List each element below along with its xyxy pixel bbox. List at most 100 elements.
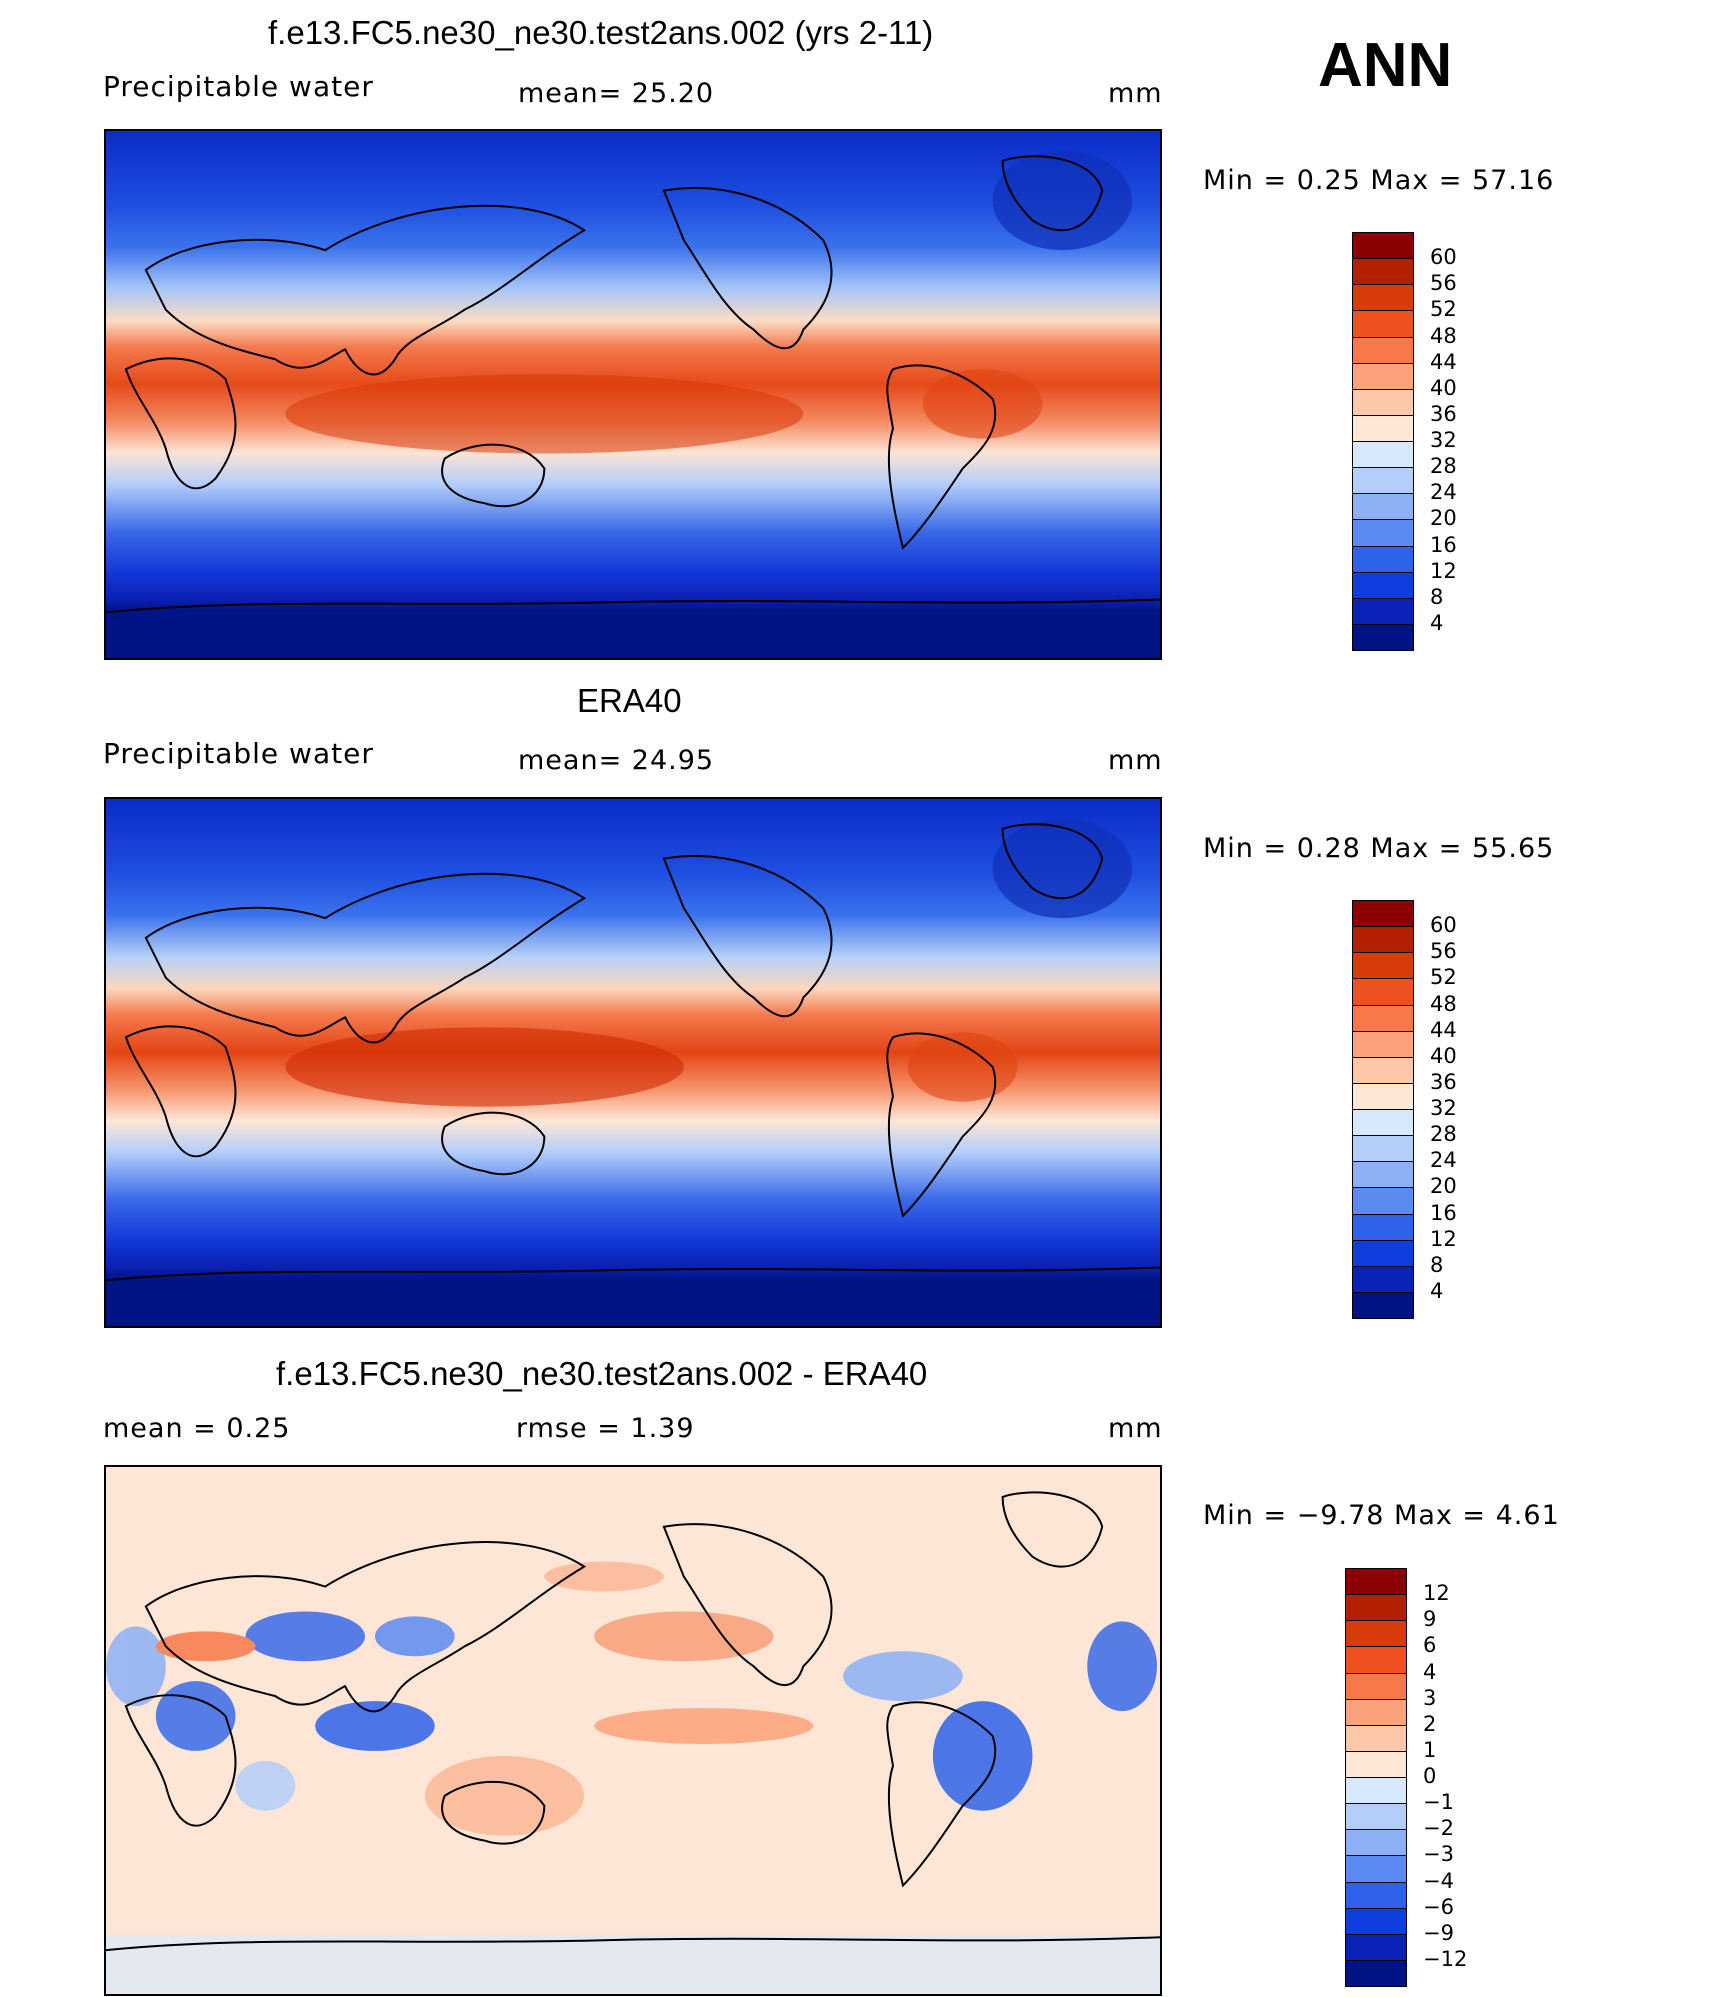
colorbar-segment [1352, 467, 1414, 495]
panel-obs-colorbar: 60 56 52 48 44 40 36 32 28 24 20 16 12 8 4 [1352, 900, 1457, 1319]
colorbar-segment [1345, 1959, 1407, 1987]
panel-obs-minmax: Min = 0.28 Max = 55.65 [1203, 833, 1555, 864]
panel-model-mean: mean= 25.20 [518, 78, 715, 109]
colorbar-segment [1352, 1239, 1414, 1267]
colorbar-segment [1345, 1646, 1407, 1674]
amazon-moist [922, 369, 1043, 439]
colorbar-tick-label: 52 [1430, 297, 1457, 322]
coastlines [106, 155, 1160, 614]
colorbar-tick-label: 8 [1430, 584, 1444, 609]
colorbar-tick-label: 2 [1423, 1711, 1437, 1736]
colorbar-tick-label: −4 [1423, 1868, 1454, 1893]
colorbar-segment [1345, 1568, 1407, 1596]
panel-obs-title: ERA40 [577, 682, 682, 719]
colorbar-segment [1352, 900, 1414, 928]
greenland-dry [992, 150, 1133, 251]
colorbar-tick-label: 60 [1430, 245, 1457, 270]
colorbar-segment [1352, 336, 1414, 364]
colorbar-tick-label: 4 [1423, 1659, 1437, 1684]
colorbar-segment [1345, 1620, 1407, 1648]
panel-diff-rmse: rmse = 1.39 [516, 1413, 695, 1444]
colorbar-tick-label: 12 [1423, 1581, 1450, 1606]
colorbar-tick-label: 4 [1430, 1278, 1444, 1303]
season-label: ANN [1318, 31, 1453, 100]
panel-model-colorbar: 60 56 52 48 44 40 36 32 28 24 20 16 12 8 4 [1352, 232, 1457, 651]
colorbar-segment [1352, 388, 1414, 416]
panel-model-variable-label: Precipitable water [103, 70, 374, 103]
colorbar-tick-label: −2 [1423, 1816, 1454, 1841]
colorbar-tick-label: 9 [1423, 1607, 1437, 1632]
panel-diff-map [104, 1465, 1162, 1996]
colorbar-tick-label: 20 [1430, 1174, 1457, 1199]
colorbar-segment [1352, 258, 1414, 286]
colorbar-segment [1345, 1698, 1407, 1726]
panel-obs-variable-label: Precipitable water [103, 737, 374, 770]
colorbar-tick-label: 52 [1430, 965, 1457, 990]
panel-obs-map [104, 797, 1162, 1328]
colorbar-segment [1345, 1672, 1407, 1700]
panel-model-units: mm [1108, 78, 1163, 109]
colorbar-segment [1352, 1030, 1414, 1058]
colorbar-tick-label: −6 [1423, 1894, 1454, 1919]
colorbar-tick-label: 12 [1430, 1226, 1457, 1251]
colorbar-segment [1352, 1213, 1414, 1241]
colorbar-segment [1345, 1594, 1407, 1622]
panel-diff-units: mm [1108, 1413, 1163, 1444]
colorbar-segment [1352, 284, 1414, 312]
panel-model-title: f.e13.FC5.ne30_ne30.test2ans.002 (yrs 2-… [268, 14, 934, 51]
panel-diff-mean: mean = 0.25 [103, 1413, 291, 1444]
colorbar-segment [1352, 1056, 1414, 1084]
colorbar-segment [1352, 362, 1414, 390]
colorbar-tick-label: 6 [1423, 1633, 1437, 1658]
colorbar-segment [1345, 1750, 1407, 1778]
colorbar-tick-label: 36 [1430, 401, 1457, 426]
colorbar-segment [1352, 1291, 1414, 1319]
colorbar-segment [1352, 1082, 1414, 1110]
colorbar-segment [1352, 597, 1414, 625]
colorbar-tick-label: 8 [1430, 1252, 1444, 1277]
colorbar-tick-label: 56 [1430, 271, 1457, 296]
colorbar-segment [1345, 1724, 1407, 1752]
colorbar-segment [1352, 232, 1414, 260]
colorbar-segment [1352, 545, 1414, 573]
colorbar-tick-label: −12 [1423, 1946, 1468, 1971]
panel-obs-map-field [106, 799, 1160, 1326]
colorbar-tick-label: 36 [1430, 1069, 1457, 1094]
colorbar-segment [1345, 1829, 1407, 1857]
colorbar-tick-label: −9 [1423, 1920, 1454, 1945]
colorbar-segment [1352, 623, 1414, 651]
colorbar-segment [1352, 519, 1414, 547]
warm-pool [285, 1027, 684, 1107]
warm-pool [285, 374, 804, 454]
colorbar-segment [1352, 1004, 1414, 1032]
colorbar-tick-label: 28 [1430, 454, 1457, 479]
colorbar-tick-label: 24 [1430, 480, 1457, 505]
greenland-dry [992, 818, 1133, 919]
colorbar-segment [1345, 1933, 1407, 1961]
colorbar-segment [1352, 414, 1414, 442]
colorbar-tick-label: 56 [1430, 939, 1457, 964]
colorbar-segment [1352, 1187, 1414, 1215]
colorbar-segment [1352, 1161, 1414, 1189]
panel-diff-minmax: Min = −9.78 Max = 4.61 [1203, 1500, 1560, 1531]
colorbar-segment [1345, 1855, 1407, 1883]
colorbar-tick-label: 40 [1430, 375, 1457, 400]
panel-diff-colorbar: 12 9 6 4 3 2 1 0 −1 −2 −3 −4 −6 −9 −12 [1345, 1568, 1467, 1987]
colorbar-tick-label: −3 [1423, 1842, 1454, 1867]
colorbar-tick-label: 60 [1430, 913, 1457, 938]
colorbar-segment [1345, 1881, 1407, 1909]
colorbar-tick-label: 44 [1430, 1017, 1457, 1042]
colorbar-tick-label: 12 [1430, 558, 1457, 583]
colorbar-tick-label: 32 [1430, 428, 1457, 452]
colorbar-tick-label: 44 [1430, 349, 1457, 374]
panel-model-map-field [106, 131, 1160, 658]
colorbar-tick-label: 48 [1430, 323, 1457, 348]
colorbar-segment [1352, 441, 1414, 469]
colorbar-tick-label: 32 [1430, 1096, 1457, 1120]
coastlines [106, 1491, 1160, 1952]
colorbar-segment [1345, 1907, 1407, 1935]
amazon-moist [907, 1032, 1018, 1102]
colorbar-tick-label: 0 [1423, 1764, 1437, 1788]
colorbar-segment [1352, 310, 1414, 338]
coastlines [106, 823, 1160, 1282]
